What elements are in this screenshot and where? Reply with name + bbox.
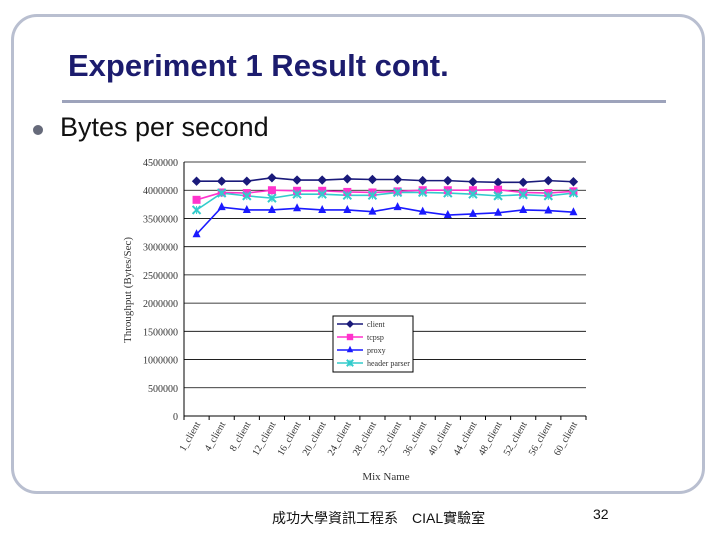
y-tick-label: 3500000 <box>143 214 178 225</box>
data-point-proxy <box>293 203 302 212</box>
footer-text: 成功大學資訊工程系 CIAL實驗室 <box>272 510 486 526</box>
x-tick-label: 32_client <box>376 420 404 458</box>
data-point-proxy <box>242 204 251 213</box>
y-tick-label: 4000000 <box>143 186 178 197</box>
data-point-proxy <box>318 204 327 213</box>
data-point-client <box>468 177 478 187</box>
legend-label: client <box>367 320 386 329</box>
data-point-header-parser <box>518 190 528 200</box>
bullet-text: Bytes per second <box>60 112 269 142</box>
page-number: 32 <box>593 506 609 522</box>
data-point-header-parser <box>493 191 503 201</box>
x-tick-label: 1_client <box>178 420 204 454</box>
series-line-client <box>196 176 574 184</box>
data-point-proxy <box>544 205 553 214</box>
x-tick-label: 12_client <box>250 420 278 458</box>
data-point-header-parser <box>367 190 378 201</box>
y-axis-label: Throughput (Bytes/Sec) <box>122 237 134 343</box>
x-tick-label: 52_client <box>502 420 530 458</box>
x-tick-label: 44_client <box>451 420 479 458</box>
legend-marker-tcpsp <box>346 333 354 341</box>
x-tick-label: 40_client <box>426 420 454 458</box>
data-point-tcpsp <box>494 185 503 194</box>
data-point-proxy <box>443 210 452 219</box>
data-point-header-parser <box>317 189 327 199</box>
data-point-client <box>493 177 503 188</box>
x-tick-label: 8_client <box>228 420 254 454</box>
data-point-client <box>267 173 277 183</box>
data-point-proxy <box>494 207 503 216</box>
legend-label: proxy <box>367 346 386 355</box>
data-point-client <box>443 175 453 186</box>
series-line-proxy <box>195 206 574 235</box>
legend-label: tcpsp <box>367 333 384 342</box>
data-point-proxy <box>393 202 402 211</box>
y-tick-label: 2000000 <box>143 299 178 310</box>
x-tick-label: 20_client <box>301 420 329 458</box>
data-point-proxy <box>468 208 477 217</box>
data-point-client <box>342 174 353 184</box>
data-point-header-parser <box>568 188 579 198</box>
x-tick-label: 56_client <box>527 420 555 458</box>
series-line-tcpsp <box>196 188 574 201</box>
legend-marker-proxy <box>346 345 354 353</box>
data-point-client <box>543 175 554 186</box>
x-tick-label: 24_client <box>326 420 354 458</box>
data-point-client <box>242 176 252 186</box>
data-point-client <box>392 174 403 185</box>
data-point-client <box>216 176 227 186</box>
bullet-dot-icon <box>33 125 43 135</box>
x-tick-label: 4_client <box>203 420 229 454</box>
y-tick-label: 0 <box>173 412 178 423</box>
x-tick-label: 60_client <box>552 420 580 458</box>
slide-frame <box>11 14 705 494</box>
y-tick-label: 3000000 <box>143 243 178 254</box>
data-point-client <box>317 175 327 185</box>
data-point-header-parser <box>191 205 202 215</box>
y-tick-label: 2500000 <box>143 271 178 282</box>
x-tick-label: 16_client <box>276 420 304 458</box>
data-point-client <box>417 175 428 186</box>
y-tick-label: 1500000 <box>143 327 178 338</box>
data-point-header-parser <box>342 190 353 201</box>
x-axis-label: Mix Name <box>362 471 409 483</box>
data-point-header-parser <box>267 193 277 203</box>
y-tick-label: 4500000 <box>143 158 178 169</box>
legend-marker-client <box>346 320 354 328</box>
data-point-header-parser <box>443 188 453 198</box>
data-point-proxy <box>192 229 201 238</box>
legend-marker-header-parser <box>346 359 354 367</box>
data-point-client <box>367 174 378 185</box>
data-point-header-parser <box>292 189 302 199</box>
legend-label: header parser <box>367 359 410 368</box>
series-line-header-parser <box>196 191 574 211</box>
data-point-proxy <box>267 204 276 213</box>
data-point-header-parser <box>216 188 227 198</box>
data-point-header-parser <box>417 187 428 198</box>
slide-title: Experiment 1 Result cont. <box>68 48 449 83</box>
y-tick-label: 1000000 <box>143 356 178 367</box>
data-point-header-parser <box>543 191 554 201</box>
data-point-client <box>518 177 528 188</box>
data-point-tcpsp <box>267 186 276 195</box>
data-point-proxy <box>217 202 226 211</box>
data-point-proxy <box>418 206 427 215</box>
data-point-tcpsp <box>192 195 201 204</box>
x-tick-label: 36_client <box>401 420 429 458</box>
data-point-client <box>568 177 579 187</box>
x-tick-label: 28_client <box>351 420 379 458</box>
data-point-client <box>191 176 202 186</box>
data-point-client <box>292 175 302 185</box>
data-point-proxy <box>569 207 578 216</box>
y-tick-label: 500000 <box>148 384 178 395</box>
data-point-proxy <box>343 204 352 213</box>
data-point-header-parser <box>242 191 252 201</box>
data-point-proxy <box>519 204 528 213</box>
data-point-proxy <box>368 206 377 215</box>
title-divider <box>62 100 666 103</box>
x-tick-label: 48_client <box>477 420 505 458</box>
data-point-header-parser <box>392 187 403 198</box>
data-point-header-parser <box>468 189 478 199</box>
